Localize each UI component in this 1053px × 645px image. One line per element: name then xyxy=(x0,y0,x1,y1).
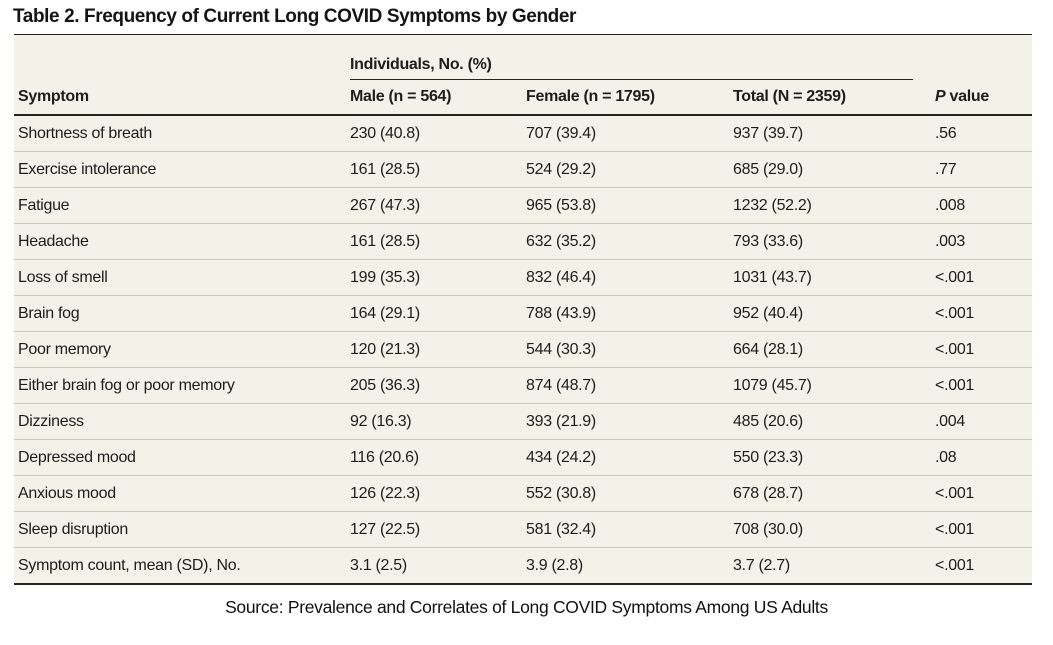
cell-symptom: Symptom count, mean (SD), No. xyxy=(18,556,241,574)
cell-total: 550 (23.3) xyxy=(733,448,803,466)
cell-total: 3.7 (2.7) xyxy=(733,556,790,574)
table-row: Shortness of breath 230 (40.8) 707 (39.4… xyxy=(14,115,1032,152)
cell-symptom: Depressed mood xyxy=(18,448,136,466)
cell-total: 664 (28.1) xyxy=(733,340,803,358)
table-row: Poor memory 120 (21.3) 544 (30.3) 664 (2… xyxy=(14,331,1033,368)
span-header-cell: Individuals, No. (%) xyxy=(346,35,931,80)
cell-symptom: Fatigue xyxy=(18,196,70,214)
table-body: Shortness of breath 230 (40.8) 707 (39.4… xyxy=(14,115,1033,585)
cell-p-value: .003 xyxy=(935,232,965,250)
table-row: Loss of smell 199 (35.3) 832 (46.4) 1031… xyxy=(14,259,1033,296)
cell-male: 127 (22.5) xyxy=(350,520,420,538)
cell-male: 267 (47.3) xyxy=(350,196,420,214)
cell-male: 3.1 (2.5) xyxy=(350,556,407,574)
cell-female: 832 (46.4) xyxy=(526,268,596,286)
cell-total: 793 (33.6) xyxy=(733,232,803,250)
table-title: Table 2. Frequency of Current Long COVID… xyxy=(13,6,577,27)
cell-total: 1232 (52.2) xyxy=(733,196,812,214)
column-header-male: Male (n = 564) xyxy=(350,88,452,105)
cell-symptom: Poor memory xyxy=(18,340,111,358)
span-header-empty-cell xyxy=(14,35,346,81)
cell-female: 552 (30.8) xyxy=(526,484,596,502)
cell-male: 126 (22.3) xyxy=(350,484,420,502)
cell-male: 164 (29.1) xyxy=(350,304,420,322)
cell-symptom: Anxious mood xyxy=(18,484,116,502)
cell-total: 1031 (43.7) xyxy=(733,268,812,286)
cell-total: 708 (30.0) xyxy=(733,520,803,538)
cell-female: 3.9 (2.8) xyxy=(526,556,583,574)
cell-female: 393 (21.9) xyxy=(526,412,596,430)
table-row: Brain fog 164 (29.1) 788 (43.9) 952 (40.… xyxy=(14,295,1033,332)
cell-female: 434 (24.2) xyxy=(526,448,596,466)
table-row: Fatigue 267 (47.3) 965 (53.8) 1232 (52.2… xyxy=(14,187,1033,224)
cell-total: 952 (40.4) xyxy=(733,304,803,322)
cell-symptom: Either brain fog or poor memory xyxy=(18,376,235,394)
cell-male: 116 (20.6) xyxy=(350,448,419,466)
cell-symptom: Brain fog xyxy=(18,304,80,322)
cell-female: 581 (32.4) xyxy=(526,520,596,538)
cell-p-value: <.001 xyxy=(935,556,975,574)
p-value-rest-label: value xyxy=(945,88,990,105)
table-row: Sleep disruption 127 (22.5) 581 (32.4) 7… xyxy=(14,511,1033,548)
cell-total: 485 (20.6) xyxy=(733,412,803,430)
cell-symptom: Exercise intolerance xyxy=(18,160,157,178)
cell-symptom: Dizziness xyxy=(18,412,84,430)
cell-symptom: Sleep disruption xyxy=(18,520,128,538)
cell-female: 707 (39.4) xyxy=(526,124,596,142)
cell-p-value: .56 xyxy=(935,124,957,142)
column-header-total: Total (N = 2359) xyxy=(733,88,846,105)
cell-male: 161 (28.5) xyxy=(350,160,420,178)
cell-male: 230 (40.8) xyxy=(350,124,420,142)
cell-symptom: Loss of smell xyxy=(18,268,108,286)
cell-female: 524 (29.2) xyxy=(526,160,596,178)
table-header: Individuals, No. (%) Symptom Male (n = 5… xyxy=(14,35,1033,115)
table-row: Exercise intolerance 161 (28.5) 524 (29.… xyxy=(14,151,1033,188)
cell-male: 205 (36.3) xyxy=(350,376,420,394)
cell-p-value: .004 xyxy=(935,412,965,430)
cell-total: 678 (28.7) xyxy=(733,484,803,502)
cell-p-value: <.001 xyxy=(935,340,975,358)
cell-female: 874 (48.7) xyxy=(526,376,596,394)
cell-p-value: <.001 xyxy=(935,304,975,322)
cell-p-value: .08 xyxy=(935,448,957,466)
table-row: Headache 161 (28.5) 632 (35.2) 793 (33.6… xyxy=(14,223,1033,260)
cell-female: 544 (30.3) xyxy=(526,340,596,358)
cell-p-value: <.001 xyxy=(935,484,975,502)
column-header-p-value: P value xyxy=(931,80,1032,115)
span-header-empty-cell xyxy=(931,35,1032,81)
span-header-row: Individuals, No. (%) xyxy=(14,35,1032,81)
column-header-row: Symptom Male (n = 564) Female (n = 1795)… xyxy=(14,80,1033,115)
source-line: Source: Prevalence and Correlates of Lon… xyxy=(225,597,828,617)
table-row: Depressed mood 116 (20.6) 434 (24.2) 550… xyxy=(14,439,1033,476)
cell-p-value: .77 xyxy=(935,160,957,178)
cell-symptom: Shortness of breath xyxy=(18,124,152,142)
cell-total: 1079 (45.7) xyxy=(733,376,812,394)
cell-female: 788 (43.9) xyxy=(526,304,596,322)
cell-p-value: <.001 xyxy=(935,376,975,394)
column-header-female: Female (n = 1795) xyxy=(526,88,655,105)
cell-female: 632 (35.2) xyxy=(526,232,596,250)
cell-female: 965 (53.8) xyxy=(526,196,596,214)
cell-symptom: Headache xyxy=(18,232,89,250)
cell-male: 120 (21.3) xyxy=(350,340,420,358)
cell-total: 937 (39.7) xyxy=(733,124,803,142)
p-value-italic-label: P xyxy=(935,88,946,105)
cell-male: 92 (16.3) xyxy=(350,412,412,430)
column-header-symptom: Symptom xyxy=(18,88,89,105)
symptoms-table: Individuals, No. (%) Symptom Male (n = 5… xyxy=(14,34,1033,585)
cell-p-value: <.001 xyxy=(935,520,975,538)
cell-total: 685 (29.0) xyxy=(733,160,803,178)
span-header-label: Individuals, No. (%) xyxy=(350,56,914,80)
cell-p-value: <.001 xyxy=(935,268,975,286)
table-row: Symptom count, mean (SD), No. 3.1 (2.5) … xyxy=(14,547,1033,585)
cell-male: 199 (35.3) xyxy=(350,268,420,286)
cell-p-value: .008 xyxy=(935,196,965,214)
cell-male: 161 (28.5) xyxy=(350,232,420,250)
table-row: Either brain fog or poor memory 205 (36.… xyxy=(14,367,1033,404)
table-row: Anxious mood 126 (22.3) 552 (30.8) 678 (… xyxy=(14,475,1033,512)
table-row: Dizziness 92 (16.3) 393 (21.9) 485 (20.6… xyxy=(14,403,1033,440)
